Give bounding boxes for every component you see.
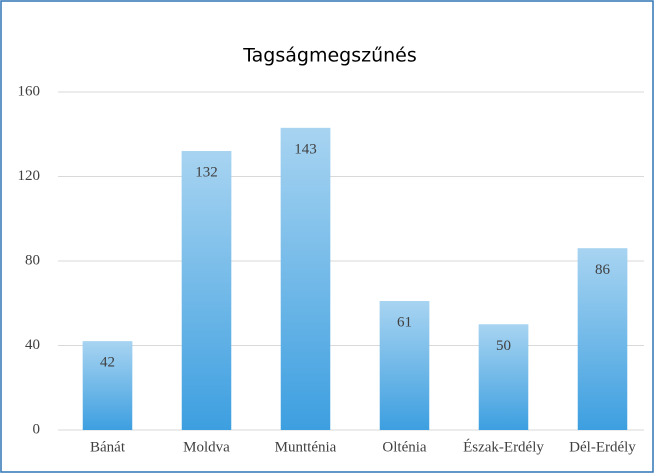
y-tick-label: 120 xyxy=(18,168,41,184)
x-tick-label: Muntténia xyxy=(275,439,337,455)
chart-title: Tagságmegszűnés xyxy=(242,45,417,67)
data-label: 61 xyxy=(397,315,412,331)
data-label: 86 xyxy=(595,262,611,278)
bar-highlight xyxy=(577,248,628,430)
bar-highlight xyxy=(82,341,133,430)
bar-highlight xyxy=(280,127,331,430)
x-tick-label: Moldva xyxy=(183,439,230,455)
x-tick-label: Bánát xyxy=(90,439,126,455)
data-label: 50 xyxy=(496,338,511,354)
x-tick-label: Olténia xyxy=(382,439,426,455)
y-tick-label: 80 xyxy=(25,252,40,268)
y-tick-label: 40 xyxy=(25,337,40,353)
x-tick-label: Dél-Erdély xyxy=(569,439,636,455)
x-tick-label: Észak-Erdély xyxy=(463,438,544,455)
bar-highlight xyxy=(379,301,430,430)
y-tick-label: 160 xyxy=(18,83,41,99)
bar-highlight xyxy=(181,151,232,430)
bar-highlight xyxy=(478,324,529,430)
data-label: 143 xyxy=(294,141,317,157)
data-label: 42 xyxy=(100,355,115,371)
data-label: 132 xyxy=(195,165,218,181)
y-tick-label: 0 xyxy=(33,421,41,437)
